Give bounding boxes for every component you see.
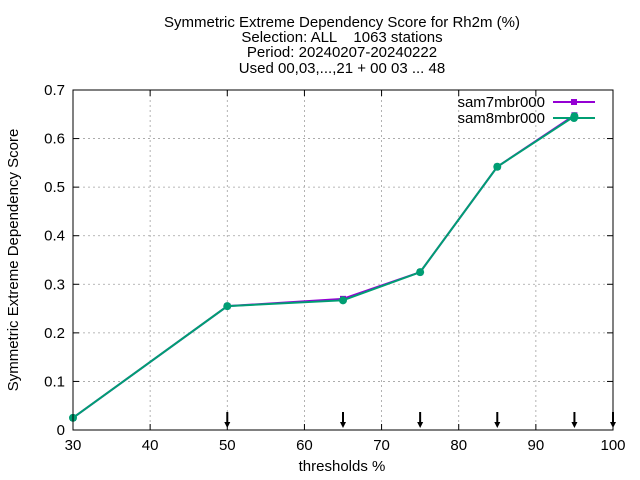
legend-label: sam7mbr000 [457, 94, 545, 111]
chart-title-line-4: Used 00,03,...,21 + 00 03 ... 48 [239, 60, 445, 77]
legend-label: sam8mbr000 [457, 110, 545, 127]
x-tick-label: 80 [450, 437, 467, 454]
y-axis-ticks: 0 0.1 0.2 0.3 0.4 0.5 0.6 0.7 [44, 82, 613, 439]
chart-title-line-1: Symmetric Extreme Dependency Score for R… [164, 14, 520, 31]
y-tick-label: 0.7 [44, 82, 65, 99]
threshold-marker-arrowhead [340, 422, 346, 428]
chart-title-line-3: Period: 20240207-20240222 [247, 44, 437, 61]
data-point-sam8mbr000 [493, 162, 502, 171]
y-tick-label: 0.5 [44, 179, 65, 196]
data-point-sam8mbr000 [339, 296, 347, 305]
legend-marker-sam8mbr000 [570, 114, 578, 122]
y-tick-label: 0.4 [44, 228, 65, 245]
y-tick-label: 0.6 [44, 131, 65, 148]
chart-title: Symmetric Extreme Dependency Score for R… [164, 14, 520, 77]
plot-frame [72, 89, 614, 431]
y-axis-label: Symmetric Extreme Dependency Score [5, 129, 22, 392]
chart-title-line-2: Selection: ALL 1063 stations [241, 29, 442, 46]
x-tick-label: 90 [528, 437, 545, 454]
y-tick-label: 0.1 [44, 373, 65, 390]
x-tick-label: 70 [373, 437, 390, 454]
data-point-sam8mbr000 [416, 268, 425, 277]
threshold-marker-arrowhead [571, 422, 578, 428]
x-axis-ticks: 30 40 50 60 70 80 90 100 [65, 90, 626, 454]
x-tick-label: 60 [296, 437, 313, 454]
grid [73, 90, 613, 430]
threshold-marker-arrowhead [417, 422, 424, 428]
threshold-marker-arrowhead [494, 422, 501, 428]
x-tick-label: 100 [600, 437, 625, 454]
series-layer [69, 112, 579, 422]
x-tick-label: 30 [65, 437, 82, 454]
y-tick-label: 0 [57, 422, 65, 439]
series-line-sam8mbr000 [72, 115, 575, 419]
y-tick-label: 0.3 [44, 276, 65, 293]
legend-marker-sam7mbr000 [571, 99, 577, 105]
y-tick-label: 0.2 [44, 325, 65, 342]
x-tick-label: 40 [142, 437, 159, 454]
x-axis-label: thresholds % [299, 458, 386, 475]
data-point-sam8mbr000 [223, 302, 232, 311]
x-tick-label: 50 [219, 437, 236, 454]
